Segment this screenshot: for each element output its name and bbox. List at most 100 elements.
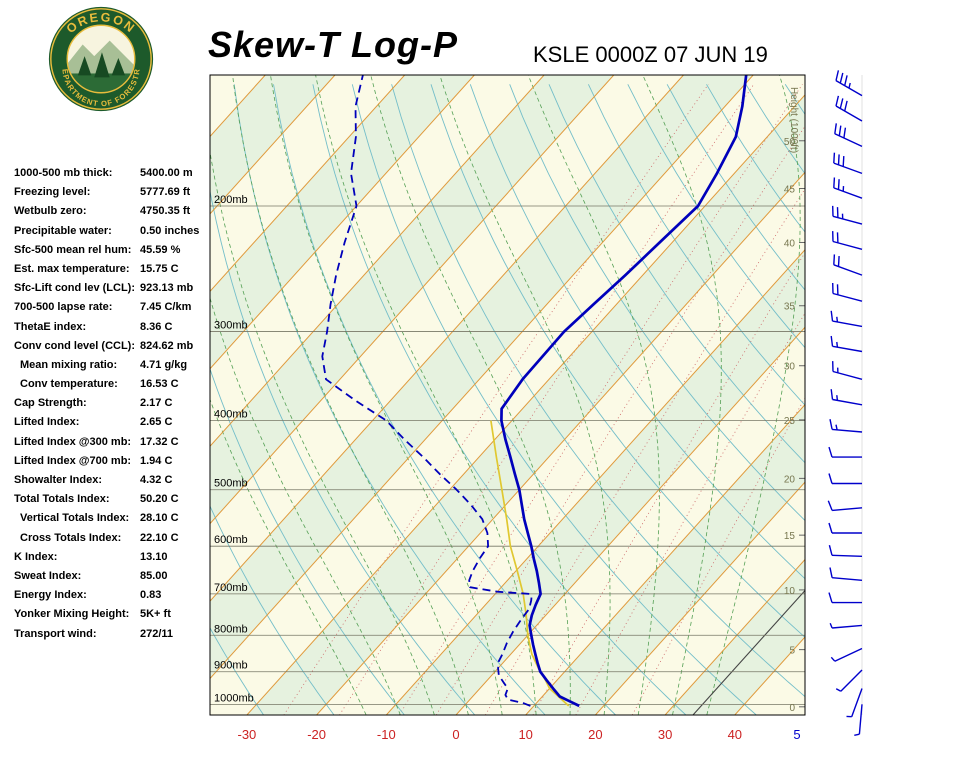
page-title: Skew-T Log-P	[208, 24, 459, 65]
chart-frame	[209, 74, 806, 716]
stat-value: 85.00	[140, 569, 168, 582]
moist-adiabat-line	[210, 398, 367, 715]
isotherm-line	[210, 75, 475, 370]
mixing-ratio-line	[339, 84, 755, 715]
stat-value: 2.65 C	[140, 416, 173, 429]
stat-label: K Index:	[14, 550, 58, 563]
mixing-ratio-line	[485, 188, 805, 715]
wind-barb	[832, 282, 863, 302]
stat-row: ThetaE index: 8.36 C	[10, 321, 208, 340]
stat-row: Lifted Index @300 mb: 17.32 C	[10, 436, 208, 455]
wind-barb-column	[827, 70, 863, 736]
stat-value: 824.62 mb	[140, 339, 194, 352]
stat-row: Sfc-Lift cond lev (LCL): 923.13 mb	[10, 282, 208, 301]
dry-adiabat-line	[391, 84, 805, 698]
stat-value: 4750.35 ft	[140, 205, 191, 218]
stat-row: Sfc-500 mean rel hum: 45.59 %	[10, 244, 208, 263]
dry-adiabat-line	[587, 84, 805, 406]
isotherm-line	[595, 481, 805, 715]
stat-row: Lifted Index @700 mb: 1.94 C	[10, 455, 208, 474]
height-tick-label: 35	[784, 302, 796, 313]
wind-barb	[833, 152, 863, 175]
stat-label: Transport wind:	[14, 627, 97, 640]
logo-inner-ring	[66, 24, 136, 94]
temperature-trace	[500, 75, 748, 708]
dry-adiabat-line	[430, 84, 805, 638]
wind-barb	[835, 669, 863, 692]
dewpoint-trace	[321, 75, 533, 707]
wind-barb	[830, 389, 863, 406]
stat-label: 700-500 lapse rate:	[14, 301, 113, 314]
moist-adiabat-line	[439, 75, 611, 715]
stat-value: 16.53 C	[140, 378, 179, 391]
stat-value: 28.10 C	[140, 512, 179, 525]
height-tick-label: 45	[784, 184, 796, 195]
stat-row: K Index: 13.10	[10, 551, 208, 570]
stat-value: 13.10	[140, 550, 168, 563]
wind-barb	[829, 419, 863, 433]
stat-value: 1.94 C	[140, 454, 173, 467]
stat-value: 5400.00 m	[140, 167, 193, 179]
stat-value: 5777.69 ft	[140, 186, 191, 199]
wind-barb	[854, 704, 863, 736]
moist-adiabat-line	[527, 75, 660, 715]
stat-label: 1000-500 mb thick:	[14, 167, 113, 179]
isotherm-line	[664, 558, 805, 715]
wind-barb	[827, 500, 863, 512]
wind-barb	[828, 522, 862, 534]
stat-label: Lifted Index @700 mb:	[14, 454, 132, 467]
stat-value: 4.32 C	[140, 474, 173, 486]
stat-value: 272/11	[140, 627, 174, 640]
stat-row: Conv temperature: 16.53 C	[10, 378, 208, 397]
odf-logo: OREGON DEPARTMENT OF FORESTRY	[46, 4, 154, 112]
isotherm-line	[210, 75, 336, 215]
stat-row: 1000-500 mb thick: 5400.00 m	[10, 167, 208, 186]
wind-barb	[828, 592, 862, 604]
stat-label: Mean mixing ratio:	[20, 358, 118, 371]
moist-adiabat-line	[315, 75, 537, 715]
stat-row: 700-500 lapse rate: 7.45 C/km	[10, 301, 208, 320]
temp-axis-label: 10	[518, 727, 532, 742]
wind-axis-label: 5	[793, 727, 800, 742]
pressure-label: 500mb	[214, 478, 248, 490]
stat-value: 7.45 C/km	[140, 301, 192, 314]
stat-value: 22.10 C	[140, 531, 179, 544]
isotherm-line	[455, 326, 805, 715]
stat-label: Cross Totals Index:	[20, 531, 122, 544]
stat-value: 0.50 inches	[140, 224, 200, 237]
temp-axis-label: 20	[588, 727, 602, 742]
wind-barb	[833, 254, 863, 276]
stat-row: Total Totals Index: 50.20 C	[10, 493, 208, 512]
moist-adiabat-line	[232, 75, 469, 715]
isotherm-band	[210, 75, 805, 715]
mixing-ratio-line	[398, 84, 803, 715]
wind-barb	[846, 688, 863, 718]
stat-row: Cross Totals Index: 22.10 C	[10, 532, 208, 551]
highlight-isotherm-line	[692, 589, 805, 715]
stat-label: Freezing level:	[14, 186, 91, 199]
dry-adiabat-line	[509, 84, 805, 522]
stat-label: Showalter Index:	[14, 474, 103, 486]
stat-row: Yonker Mixing Height: 5K+ ft	[10, 608, 208, 627]
stat-value: 17.32 C	[140, 435, 179, 448]
stat-row: Sweat Index: 85.00	[10, 570, 208, 589]
wind-barb	[828, 473, 862, 485]
sounding-indices-panel: 1000-500 mb thick: 5400.00 m Freezing leve…	[10, 167, 208, 647]
stat-label: Conv temperature:	[20, 378, 118, 391]
wind-barb	[832, 231, 863, 250]
station-datetime-label: KSLE 0000Z 07 JUN 19	[533, 42, 768, 67]
stat-label: Wetbulb zero:	[14, 205, 87, 218]
wind-barb	[829, 567, 863, 581]
temp-axis-label: -20	[307, 727, 326, 742]
stat-row: Lifted Index: 2.65 C	[10, 416, 208, 435]
height-tick-label: 15	[784, 531, 796, 542]
stat-value: 0.83	[140, 589, 162, 602]
stat-row: Conv cond level (CCL): 824.62 mb	[10, 340, 208, 359]
height-axis-label: Height (1000ft)	[788, 87, 799, 153]
stat-label: Total Totals Index:	[14, 493, 110, 506]
stat-row: Est. max temperature: 15.75 C	[10, 263, 208, 282]
dry-adiabat-line	[233, 84, 546, 715]
isotherm-line	[210, 75, 406, 293]
wind-barb	[835, 95, 863, 122]
dry-adiabat-line	[312, 84, 687, 715]
